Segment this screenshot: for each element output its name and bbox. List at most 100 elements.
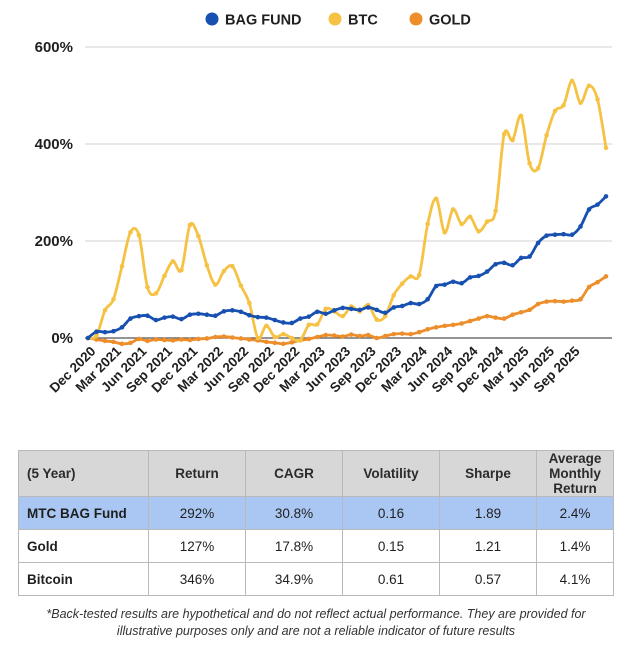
data-point-gold [467,318,473,324]
table-cell: 1.89 [439,496,537,530]
data-point-btc [289,335,295,341]
data-point-gold [247,337,252,342]
data-point-bag-fund [467,275,473,280]
data-point-bag-fund [450,279,456,285]
data-point-bag-fund [459,280,464,286]
performance-table: (5 Year) Return CAGR Volatility Sharpe A… [18,450,614,596]
data-point-gold [425,326,430,332]
data-point-bag-fund [484,269,490,274]
data-point-btc [297,338,303,343]
data-point-gold [544,299,549,304]
table-row: Gold 127% 17.8% 0.15 1.21 1.4% [18,529,614,563]
data-point-btc [323,306,329,312]
data-point-btc [128,229,133,235]
data-point-bag-fund [306,314,312,319]
table-cell: 4.1% [536,562,614,596]
data-point-gold [450,322,456,328]
disclaimer-footnote: *Back-tested results are hypothetical an… [46,607,586,638]
data-point-bag-fund [391,305,397,310]
data-point-gold [399,331,405,336]
data-point-btc [281,331,286,337]
data-point-btc [374,317,380,322]
data-point-gold [221,334,227,339]
data-point-btc [382,313,388,319]
data-point-btc [527,161,532,166]
data-point-bag-fund [153,317,159,323]
data-point-gold [145,338,150,344]
data-point-bag-fund [442,282,447,287]
data-point-btc [433,196,439,202]
y-axis: 0% 200% 400% 600% [35,39,73,347]
data-point-bag-fund [255,314,261,320]
y-tick-label: 0% [51,330,73,347]
data-point-bag-fund [552,232,558,237]
data-point-btc [544,132,549,138]
table-cell: MTC BAG Fund [18,496,149,530]
data-point-bag-fund [544,233,549,238]
data-point-gold [365,332,371,338]
y-tick-label: 200% [35,233,73,250]
data-point-bag-fund [603,194,609,199]
data-point-bag-fund [289,320,295,326]
data-point-gold [204,336,210,341]
legend-swatch-bag-fund [205,12,219,26]
data-point-bag-fund [128,316,133,321]
data-point-gold [416,329,422,335]
data-point-btc [501,132,507,137]
data-point-gold [179,337,184,342]
table-cell: 2.4% [536,496,614,530]
data-point-gold [433,325,439,330]
table-header-volatility: Volatility [342,450,440,497]
data-point-bag-fund [493,261,498,267]
data-point-bag-fund [94,329,99,334]
table-cell: 292% [148,496,246,530]
data-point-btc [153,291,159,296]
series-line-btc [86,79,608,343]
data-point-btc [272,334,278,340]
data-point-bag-fund [323,311,329,317]
table-cell: Bitcoin [18,562,149,596]
data-point-bag-fund [213,313,218,318]
data-point-bag-fund [238,309,244,315]
data-point-gold [306,336,312,342]
table-row: Bitcoin 346% 34.9% 0.61 0.57 4.1% [18,562,614,596]
data-point-bag-fund [179,316,184,322]
data-point-bag-fund [569,232,575,237]
data-point-gold [391,331,397,337]
data-point-bag-fund [578,224,583,229]
table-header-row: (5 Year) Return CAGR Volatility Sharpe A… [18,450,614,497]
data-point-btc [518,113,524,119]
data-point-bag-fund [382,310,388,316]
table-header-cagr: CAGR [245,450,343,497]
data-point-gold [569,298,575,303]
data-point-btc [493,208,498,214]
data-point-gold [196,336,201,342]
data-point-btc [264,323,269,329]
data-point-bag-fund [416,301,422,307]
data-point-gold [518,309,524,315]
data-point-btc [162,273,167,279]
data-point-gold [187,337,193,343]
data-point-bag-fund [357,307,363,313]
data-point-btc [238,283,244,288]
data-point-bag-fund [348,306,354,312]
data-point-btc [391,293,397,298]
data-point-btc [136,232,142,238]
data-point-btc [170,259,176,264]
data-point-bag-fund [297,316,303,321]
table-cell: 0.61 [342,562,440,596]
data-point-gold [586,284,592,290]
data-point-btc [230,263,235,269]
data-point-bag-fund [204,312,210,318]
data-point-btc [552,108,558,114]
data-point-gold [357,333,363,339]
table-cell: 0.16 [342,496,440,530]
data-point-gold [527,307,532,313]
table-cell: 0.15 [342,529,440,563]
data-point-btc [314,322,320,327]
data-point-bag-fund [501,260,507,266]
data-point-btc [306,322,312,328]
data-point-gold [111,339,116,345]
legend-label: BAG FUND [225,13,302,29]
